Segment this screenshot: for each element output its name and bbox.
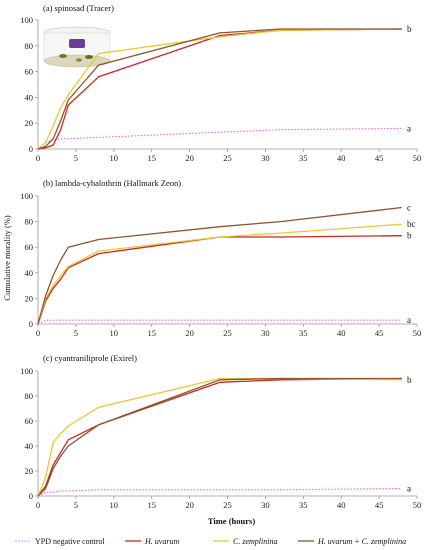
series-line-hu [37, 377, 402, 497]
y-tick-label: 80 [25, 41, 34, 51]
x-tick-label: 35 [299, 500, 308, 510]
x-tick-label: 40 [337, 328, 346, 338]
x-tick-label: 45 [375, 500, 384, 510]
panel-title: (b) lambda-cyhalothrin (Hallmark Zeon) [43, 178, 181, 188]
legend-label: YPD negative control [35, 537, 106, 546]
significance-label: b [407, 231, 412, 241]
series-line-cz [37, 28, 402, 150]
y-tick-label: 100 [20, 366, 33, 376]
significance-label: b [407, 375, 412, 385]
series-line-cz [37, 223, 402, 325]
series-line-mix [37, 206, 402, 325]
legend-item-ypd: YPD negative control [15, 537, 106, 546]
x-tick-label: 35 [299, 153, 308, 163]
x-tick-label: 5 [74, 328, 78, 338]
panel-2: (b) lambda-cyhalothrin (Hallmark Zeon) 0 2… [20, 178, 421, 338]
y-tick-label: 20 [25, 466, 34, 476]
x-tick-label: 25 [223, 328, 232, 338]
x-tick-label: 50 [413, 153, 422, 163]
x-tick-label: 45 [375, 153, 384, 163]
y-tick-label: 60 [25, 242, 34, 252]
panel-title: (a) spinosad (Tracer) [43, 3, 114, 13]
significance-label: b [407, 24, 412, 34]
x-tick-label: 10 [110, 500, 119, 510]
series-line-mix [37, 28, 402, 150]
x-tick-label: 20 [185, 153, 194, 163]
y-tick-label: 60 [25, 416, 34, 426]
significance-label: a [407, 484, 411, 494]
legend-label: H. uvarum + C. zemplinina [317, 537, 406, 546]
y-tick-label: 60 [25, 67, 34, 77]
legend-item-cz: C. zemplinina [213, 537, 277, 546]
y-tick-label: 40 [25, 268, 34, 278]
x-tick-label: 30 [261, 153, 270, 163]
x-tick-label: 30 [261, 328, 270, 338]
y-tick-label: 20 [25, 118, 34, 128]
panel-title: (c) cyantraniliprole (Exirel) [43, 353, 137, 363]
y-tick-label: 20 [25, 293, 34, 303]
y-axis-label: Cumulative morality (%) [2, 215, 12, 301]
insect-cage-photo-icon [43, 26, 111, 68]
x-tick-label: 10 [110, 328, 119, 338]
y-tick-label: 80 [25, 217, 34, 227]
x-tick-label: 0 [36, 500, 40, 510]
significance-label: c [407, 203, 411, 213]
series-line-mix [37, 377, 402, 497]
x-tick-label: 0 [36, 328, 40, 338]
x-tick-label: 40 [337, 153, 346, 163]
x-tick-label: 5 [74, 153, 78, 163]
x-tick-label: 25 [223, 500, 232, 510]
x-axis-label: Time (hours) [208, 516, 255, 526]
series-line-cz [37, 377, 402, 497]
panel-1: (a) spinosad (Tracer) 0 20 40 60 80 100 0 5 10 15 2… [20, 3, 421, 163]
x-tick-label: 15 [147, 328, 156, 338]
x-tick-label: 10 [110, 153, 119, 163]
significance-label: bc [407, 219, 416, 229]
series-line-ypd [37, 127, 402, 150]
legend-label: C. zemplinina [233, 537, 277, 546]
y-tick-label: 40 [25, 92, 34, 102]
series-line-ypd [37, 319, 402, 325]
legend: YPD negative control H. uvarum C. zemplini… [15, 537, 406, 546]
x-tick-label: 15 [147, 500, 156, 510]
series-line-hu [37, 235, 402, 325]
x-tick-label: 45 [375, 328, 384, 338]
x-tick-label: 30 [261, 500, 270, 510]
y-tick-label: 0 [29, 144, 33, 154]
legend-item-hu: H. uvarum [125, 537, 179, 546]
x-tick-label: 35 [299, 328, 308, 338]
x-tick-label: 20 [185, 328, 194, 338]
legend-label: H. uvarum [144, 537, 179, 546]
x-tick-label: 50 [413, 328, 422, 338]
panel-3: (c) cyantraniliprole (Exirel) 0 20 40 60 80 10… [20, 353, 421, 526]
y-tick-label: 100 [20, 15, 33, 25]
x-tick-label: 5 [74, 500, 78, 510]
y-tick-label: 40 [25, 441, 34, 451]
series-line-ypd [37, 487, 402, 497]
y-tick-label: 100 [20, 191, 33, 201]
significance-label: a [407, 123, 411, 133]
significance-label: a [407, 315, 411, 325]
x-tick-label: 20 [185, 500, 194, 510]
y-tick-label: 80 [25, 391, 34, 401]
x-tick-label: 15 [147, 153, 156, 163]
y-tick-label: 0 [29, 491, 33, 501]
x-tick-label: 25 [223, 153, 232, 163]
legend-item-mix: H. uvarum + C. zemplinina [298, 537, 406, 546]
x-tick-label: 40 [337, 500, 346, 510]
y-tick-label: 0 [29, 319, 33, 329]
x-tick-label: 50 [413, 500, 422, 510]
x-tick-label: 0 [36, 153, 40, 163]
